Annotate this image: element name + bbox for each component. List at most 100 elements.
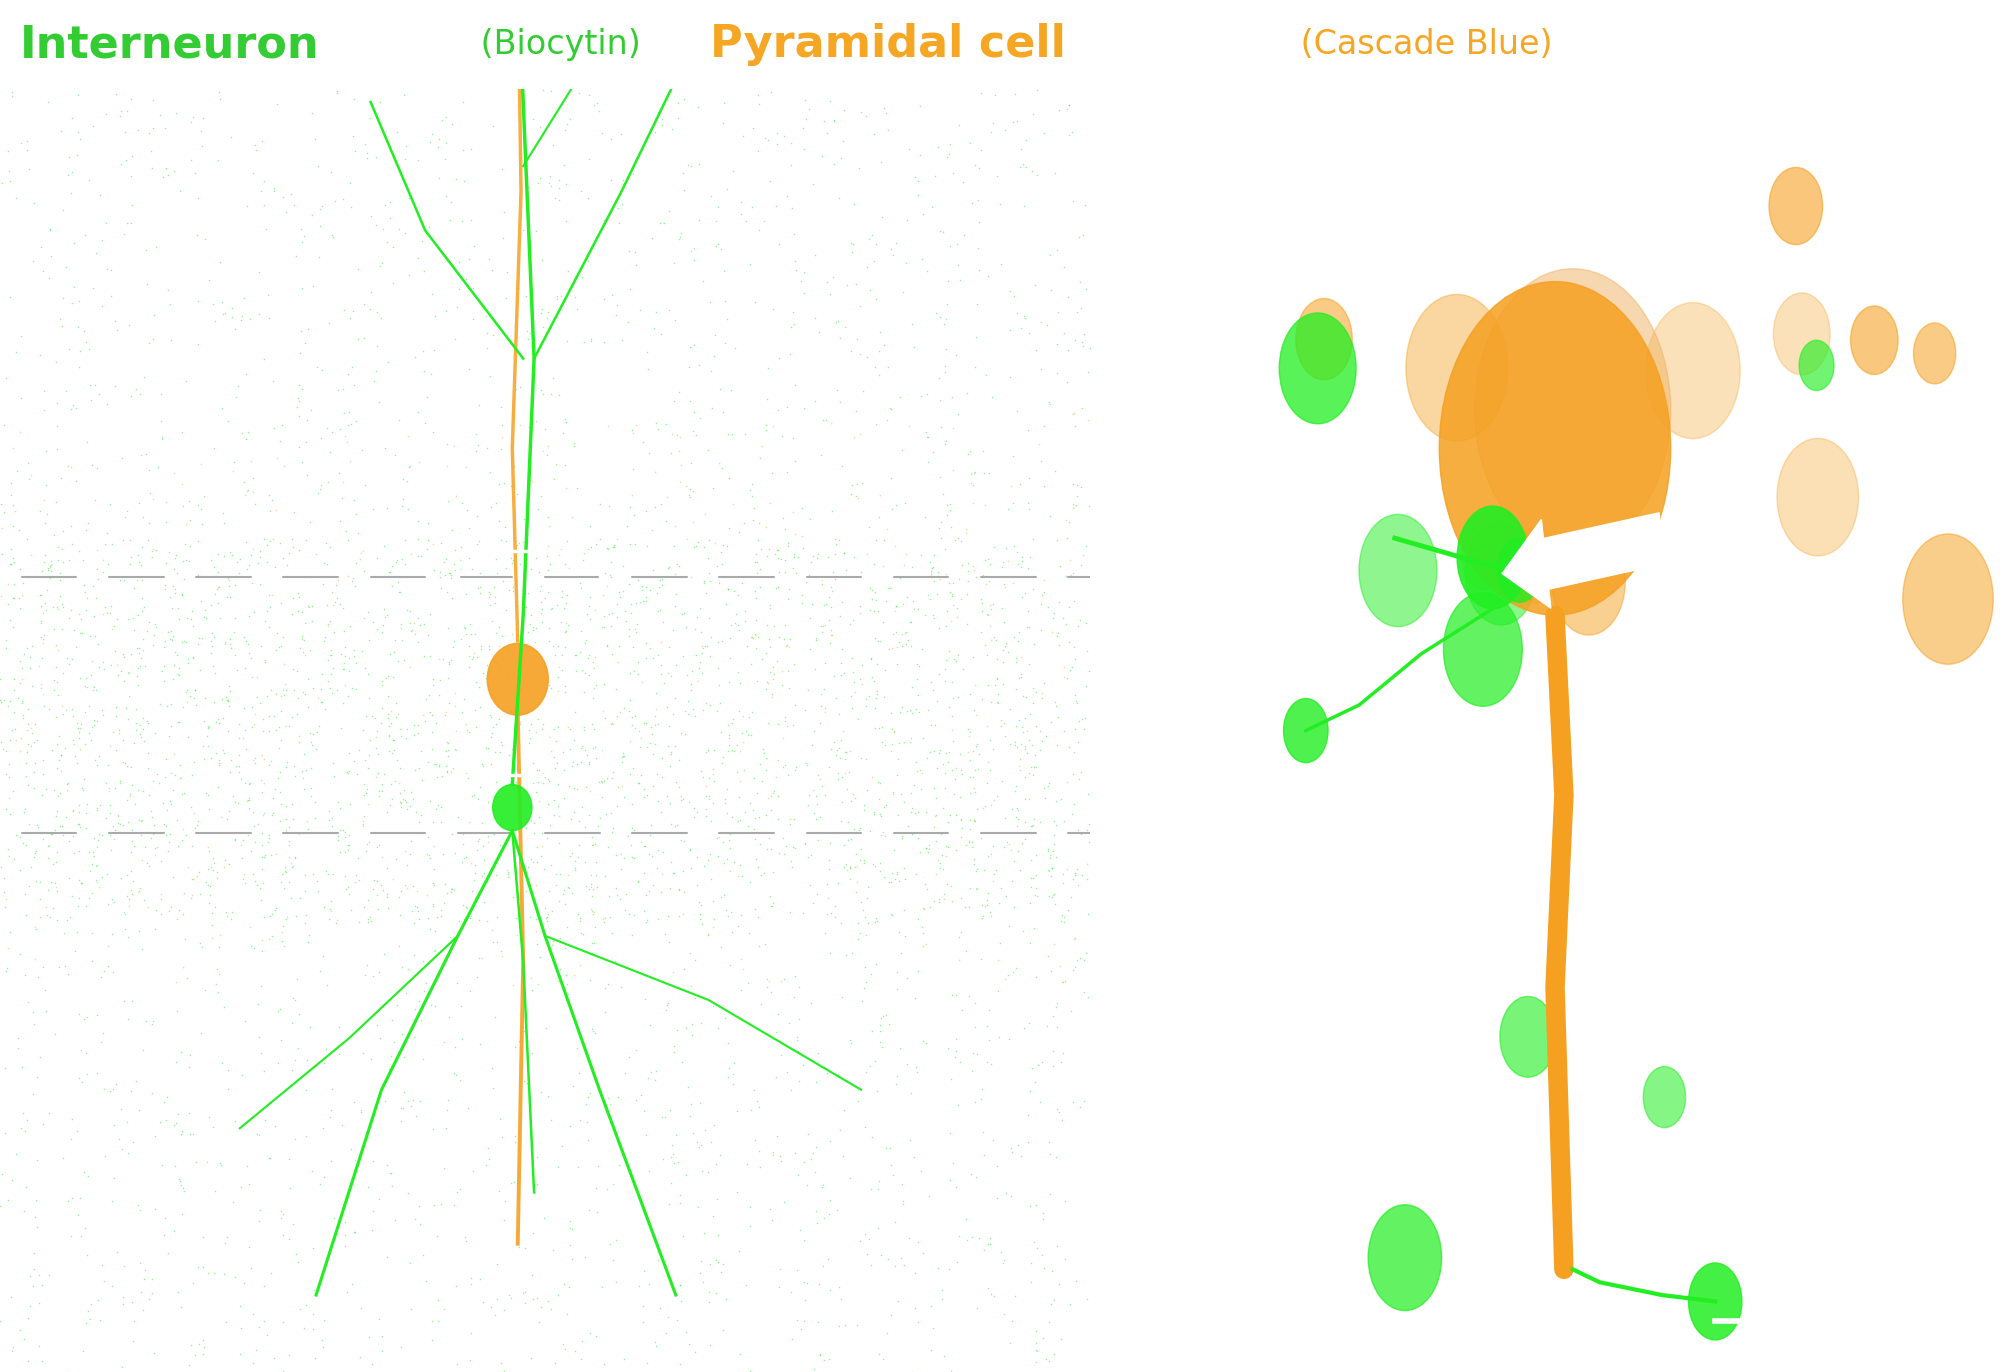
Point: [454, 722, 486, 744]
Point: [944, 744, 976, 766]
Point: [770, 613, 802, 635]
Point: [150, 158, 182, 180]
Point: [62, 814, 94, 836]
Point: [1070, 707, 1102, 729]
Point: [170, 369, 202, 391]
Point: [678, 705, 710, 727]
Point: [1060, 862, 1092, 884]
Point: [658, 1152, 690, 1174]
Point: [278, 808, 310, 830]
Point: [508, 84, 540, 106]
Point: [246, 940, 278, 962]
Point: [1060, 494, 1092, 516]
Point: [234, 648, 266, 670]
Point: [684, 903, 716, 925]
Point: [554, 557, 586, 579]
Point: [82, 634, 114, 656]
Point: [62, 316, 94, 338]
Point: [616, 458, 648, 480]
Point: [738, 497, 770, 519]
Point: [356, 281, 388, 303]
Point: [184, 660, 216, 682]
Point: [408, 340, 440, 362]
Point: [1010, 788, 1042, 809]
Point: [136, 1083, 168, 1104]
Point: [164, 1170, 196, 1192]
Point: [236, 1303, 268, 1325]
Point: [504, 665, 536, 687]
Point: [286, 277, 318, 299]
Point: [166, 1120, 198, 1142]
Point: [688, 1270, 720, 1292]
Point: [0, 637, 22, 659]
Point: [498, 576, 530, 598]
Point: [988, 726, 1020, 748]
Point: [200, 742, 232, 764]
Point: [212, 569, 244, 591]
Point: [1058, 402, 1090, 424]
Point: [456, 209, 488, 230]
Point: [262, 622, 294, 643]
Point: [916, 679, 948, 701]
Point: [228, 471, 260, 493]
Point: [712, 1056, 744, 1078]
Point: [940, 804, 972, 826]
Point: [642, 713, 674, 735]
Point: [102, 723, 134, 745]
Point: [546, 284, 578, 306]
Point: [408, 261, 440, 283]
Point: [1006, 921, 1038, 943]
Point: [406, 740, 438, 761]
Circle shape: [1498, 538, 1542, 602]
Point: [240, 874, 272, 896]
Point: [164, 180, 196, 202]
Point: [70, 1043, 102, 1065]
Point: [356, 1048, 388, 1070]
Point: [554, 1217, 586, 1239]
Point: [628, 862, 660, 884]
Point: [840, 399, 872, 421]
Point: [316, 1078, 348, 1100]
Point: [618, 847, 650, 868]
Point: [156, 628, 188, 650]
Point: [758, 668, 790, 690]
Point: [238, 538, 270, 560]
Point: [112, 1008, 144, 1030]
Point: [674, 840, 706, 862]
Point: [32, 834, 64, 856]
Point: [1000, 737, 1032, 759]
Point: [1020, 863, 1052, 885]
Point: [204, 1154, 236, 1176]
Point: [354, 686, 386, 708]
Point: [182, 632, 214, 654]
Point: [410, 387, 442, 409]
Point: [456, 879, 488, 901]
Point: [952, 613, 984, 635]
Point: [960, 1044, 992, 1066]
Point: [240, 830, 272, 852]
Point: [844, 423, 876, 445]
Point: [758, 414, 790, 436]
Point: [136, 1268, 168, 1290]
Point: [606, 193, 638, 215]
Point: [582, 815, 614, 837]
Point: [156, 693, 188, 715]
Point: [1032, 1015, 1064, 1037]
Point: [1034, 279, 1066, 300]
Point: [684, 598, 716, 620]
Point: [664, 830, 696, 852]
Point: [316, 815, 348, 837]
Point: [596, 760, 628, 782]
Point: [866, 206, 898, 228]
Point: [900, 986, 932, 1008]
Point: [918, 741, 950, 763]
Point: [922, 849, 954, 871]
Point: [1014, 933, 1046, 955]
Point: [306, 358, 338, 380]
Point: [536, 383, 568, 405]
Point: [1056, 656, 1088, 678]
Point: [662, 1151, 694, 1173]
Point: [560, 285, 592, 307]
Point: [214, 760, 246, 782]
Point: [676, 1025, 708, 1047]
